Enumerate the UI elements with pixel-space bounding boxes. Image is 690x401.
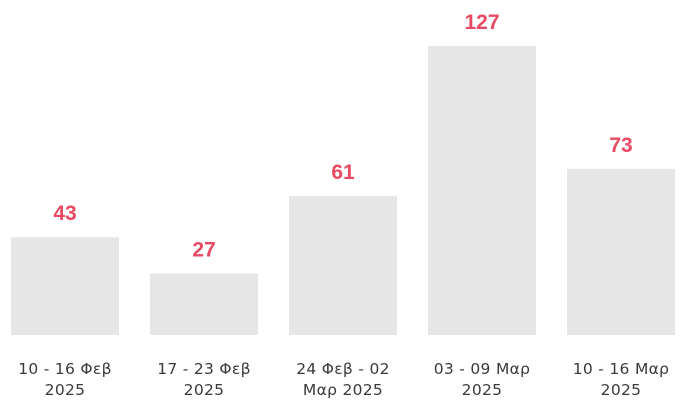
value-label-2: 61 — [331, 161, 355, 184]
bars-group — [11, 46, 675, 335]
value-label-1: 27 — [192, 239, 215, 262]
category-label-line: 03 - 09 Μαρ — [434, 360, 531, 378]
category-label-1: 17 - 23 Φεβ 2025 — [157, 360, 251, 399]
bar-1 — [150, 273, 258, 335]
value-label-3: 127 — [464, 11, 499, 34]
category-label-line: 2025 — [601, 381, 642, 399]
bar-3 — [428, 46, 536, 335]
category-label-0: 10 - 16 Φεβ 2025 — [18, 360, 112, 399]
category-label-line: Μαρ 2025 — [303, 381, 383, 399]
category-labels-group: 10 - 16 Φεβ 2025 17 - 23 Φεβ 2025 24 Φεβ - 0… — [18, 360, 669, 399]
category-label-2: 24 Φεβ - 02 Μαρ 2025 — [296, 360, 390, 399]
value-label-0: 43 — [53, 202, 76, 225]
category-label-line: 2025 — [184, 381, 225, 399]
category-label-line: 10 - 16 Μαρ — [573, 360, 670, 378]
value-label-4: 73 — [609, 134, 632, 157]
category-label-line: 2025 — [462, 381, 503, 399]
category-label-4: 10 - 16 Μαρ 2025 — [573, 360, 670, 399]
bar-2 — [289, 196, 397, 335]
category-label-line: 24 Φεβ - 02 — [296, 360, 390, 378]
category-label-3: 03 - 09 Μαρ 2025 — [434, 360, 531, 399]
bar-4 — [567, 168, 675, 335]
category-label-line: 2025 — [45, 381, 86, 399]
value-labels-group: 43 27 61 127 73 — [53, 11, 632, 262]
bar-0 — [11, 237, 119, 335]
category-label-line: 10 - 16 Φεβ — [18, 360, 112, 378]
category-label-line: 17 - 23 Φεβ — [157, 360, 251, 378]
